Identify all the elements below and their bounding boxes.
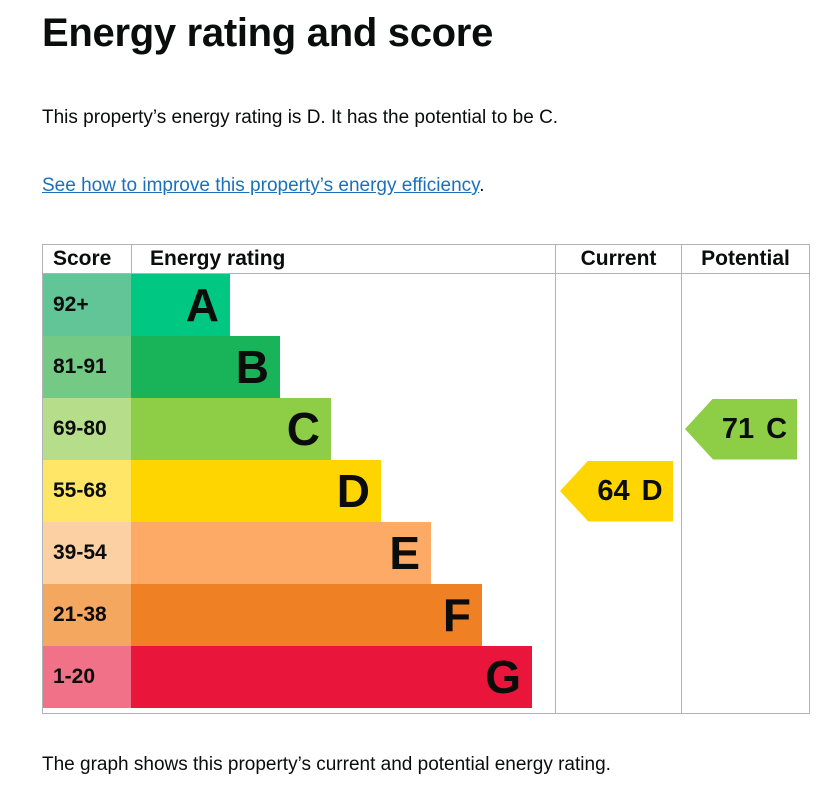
column-header-rating: Energy rating — [131, 245, 555, 274]
link-suffix: . — [479, 175, 485, 196]
band-score-cell: 1-20 — [43, 646, 131, 708]
potential-column-cell: 71 C — [681, 398, 809, 460]
column-header-current: Current — [555, 245, 681, 274]
band-score-cell: 21-38 — [43, 584, 131, 646]
band-letter: C — [286, 403, 320, 455]
band-bar-cell: B — [131, 336, 555, 398]
current-rating-arrow: 64 D — [560, 460, 673, 522]
table-bottom-spacer — [681, 708, 809, 713]
improve-efficiency-link[interactable]: See how to improve this property’s energ… — [42, 175, 480, 196]
rating-summary-text: This property’s energy rating is D. It h… — [42, 107, 559, 128]
current-column-cell — [555, 398, 681, 460]
band-bar: E — [131, 522, 431, 584]
arrow-score-value: 71 — [721, 412, 755, 445]
band-letter: G — [485, 651, 521, 703]
potential-column-cell — [681, 274, 809, 336]
current-column-cell — [555, 522, 681, 584]
band-bar-cell: C — [131, 398, 555, 460]
table-bottom-spacer — [43, 708, 131, 713]
band-bar-cell: E — [131, 522, 555, 584]
arrow-score-value: 64 — [597, 474, 630, 507]
potential-column-cell — [681, 646, 809, 708]
band-bar: G — [131, 646, 532, 708]
band-bar-cell: G — [131, 646, 555, 708]
band-bar: C — [131, 398, 331, 460]
current-column-cell — [555, 584, 681, 646]
band-letter: F — [442, 589, 471, 641]
potential-rating-arrow: 71 C — [685, 398, 797, 460]
improve-link-line: See how to improve this property’s energ… — [42, 174, 810, 198]
potential-column-cell — [681, 584, 809, 646]
potential-column-cell — [681, 460, 809, 522]
band-bar: D — [131, 460, 381, 522]
potential-column-cell — [681, 522, 809, 584]
graph-caption: The graph shows this property’s current … — [42, 754, 611, 775]
potential-column-cell — [681, 336, 809, 398]
band-letter: B — [235, 341, 269, 393]
band-score-cell: 39-54 — [43, 522, 131, 584]
column-header-score: Score — [43, 245, 131, 274]
band-score-cell: 55-68 — [43, 460, 131, 522]
band-score-cell: 81-91 — [43, 336, 131, 398]
current-column-cell — [555, 646, 681, 708]
page-title: Energy rating and score — [42, 11, 494, 55]
band-letter: D — [336, 465, 370, 517]
arrow-band-letter: D — [641, 474, 663, 507]
energy-rating-grid: Score Energy rating Current Potential 92… — [43, 245, 809, 713]
column-header-potential: Potential — [681, 245, 809, 274]
band-letter: A — [185, 279, 219, 331]
band-bar-cell: A — [131, 274, 555, 336]
band-bar: A — [131, 274, 230, 336]
band-score-cell: 92+ — [43, 274, 131, 336]
current-column-cell — [555, 336, 681, 398]
arrow-band-letter: C — [766, 412, 788, 445]
band-bar-cell: D — [131, 460, 555, 522]
band-bar-cell: F — [131, 584, 555, 646]
table-bottom-spacer — [131, 708, 555, 713]
band-bar: F — [131, 584, 482, 646]
energy-rating-graph: Score Energy rating Current Potential 92… — [42, 244, 810, 714]
band-score-cell: 69-80 — [43, 398, 131, 460]
current-column-cell: 64 D — [555, 460, 681, 522]
band-letter: E — [389, 527, 420, 579]
table-bottom-spacer — [555, 708, 681, 713]
current-column-cell — [555, 274, 681, 336]
band-bar: B — [131, 336, 280, 398]
